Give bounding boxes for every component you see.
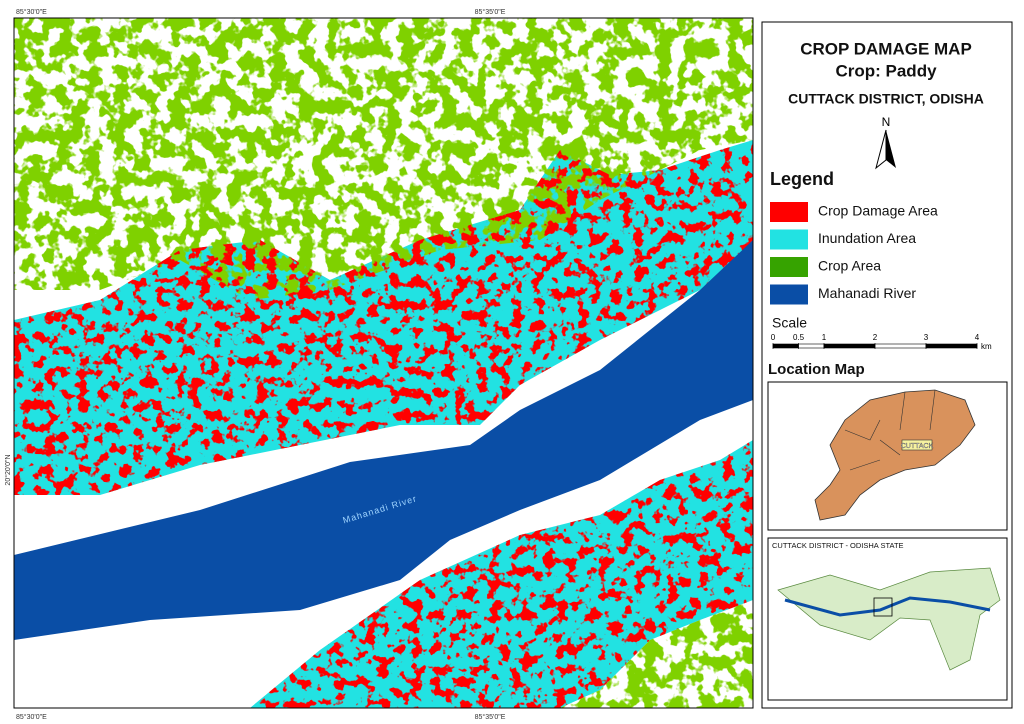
- district: CUTTACK DISTRICT, ODISHA: [788, 91, 984, 107]
- scale-bar: 0 0.5 1 2 3 4km: [771, 333, 992, 351]
- north-label: N: [882, 115, 891, 129]
- legend: Crop Damage Area Inundation Area Crop Area…: [770, 202, 938, 305]
- legend-label: Crop Area: [818, 258, 881, 274]
- coord-label: 85°30'0"E: [16, 713, 47, 721]
- district-borders: [844, 389, 936, 471]
- coord-label: 85°35'0"E: [475, 8, 506, 16]
- coord-label: 85°30'0"E: [16, 8, 47, 16]
- coord-label: 85°35'0"E: [475, 713, 506, 721]
- coord-label: 20°20'0"N: [4, 454, 12, 485]
- cuttack-highlight: [901, 439, 933, 451]
- scale-unit: km: [981, 342, 992, 351]
- legend-label: Mahanadi River: [818, 285, 916, 301]
- scale-segment: [925, 343, 978, 349]
- scale-tick-label: 1: [822, 333, 827, 342]
- scale-segment: [798, 343, 825, 349]
- odisha-state: [814, 389, 976, 521]
- subtitle: Crop: Paddy: [835, 61, 937, 80]
- scale-tick-label: 3: [924, 333, 929, 342]
- legend-swatch: [770, 202, 808, 222]
- cuttack-label: CUTTACK: [901, 443, 934, 450]
- scale-title: Scale: [772, 315, 807, 331]
- scale-tick-label: 0.5: [793, 333, 805, 342]
- map-frame: [13, 17, 754, 709]
- scale-tick-label: 2: [873, 333, 878, 342]
- district-outline: [777, 567, 1001, 671]
- location-title: Location Map: [768, 361, 865, 378]
- legend-title: Legend: [770, 169, 834, 189]
- extent-box: [873, 597, 893, 617]
- main-map: Mahanadi River: [14, 18, 753, 708]
- legend-swatch: [770, 229, 808, 250]
- inset-river: [784, 596, 991, 617]
- legend-label: Inundation Area: [818, 230, 916, 246]
- scale-segment: [823, 343, 876, 349]
- legend-swatch: [770, 257, 808, 277]
- scale-segment: [772, 343, 799, 349]
- inset-title: CUTTACK DISTRICT - ODISHA STATE: [772, 541, 904, 550]
- scale-tick-label: 0: [771, 333, 776, 342]
- river: [14, 240, 753, 640]
- title: CROP DAMAGE MAP: [800, 39, 972, 58]
- legend-label: Crop Damage Area: [818, 203, 938, 219]
- scale-segment: [874, 343, 927, 349]
- legend-swatch: [770, 284, 808, 305]
- scale-tick-label: 4: [975, 333, 980, 342]
- north-arrow: [886, 130, 896, 168]
